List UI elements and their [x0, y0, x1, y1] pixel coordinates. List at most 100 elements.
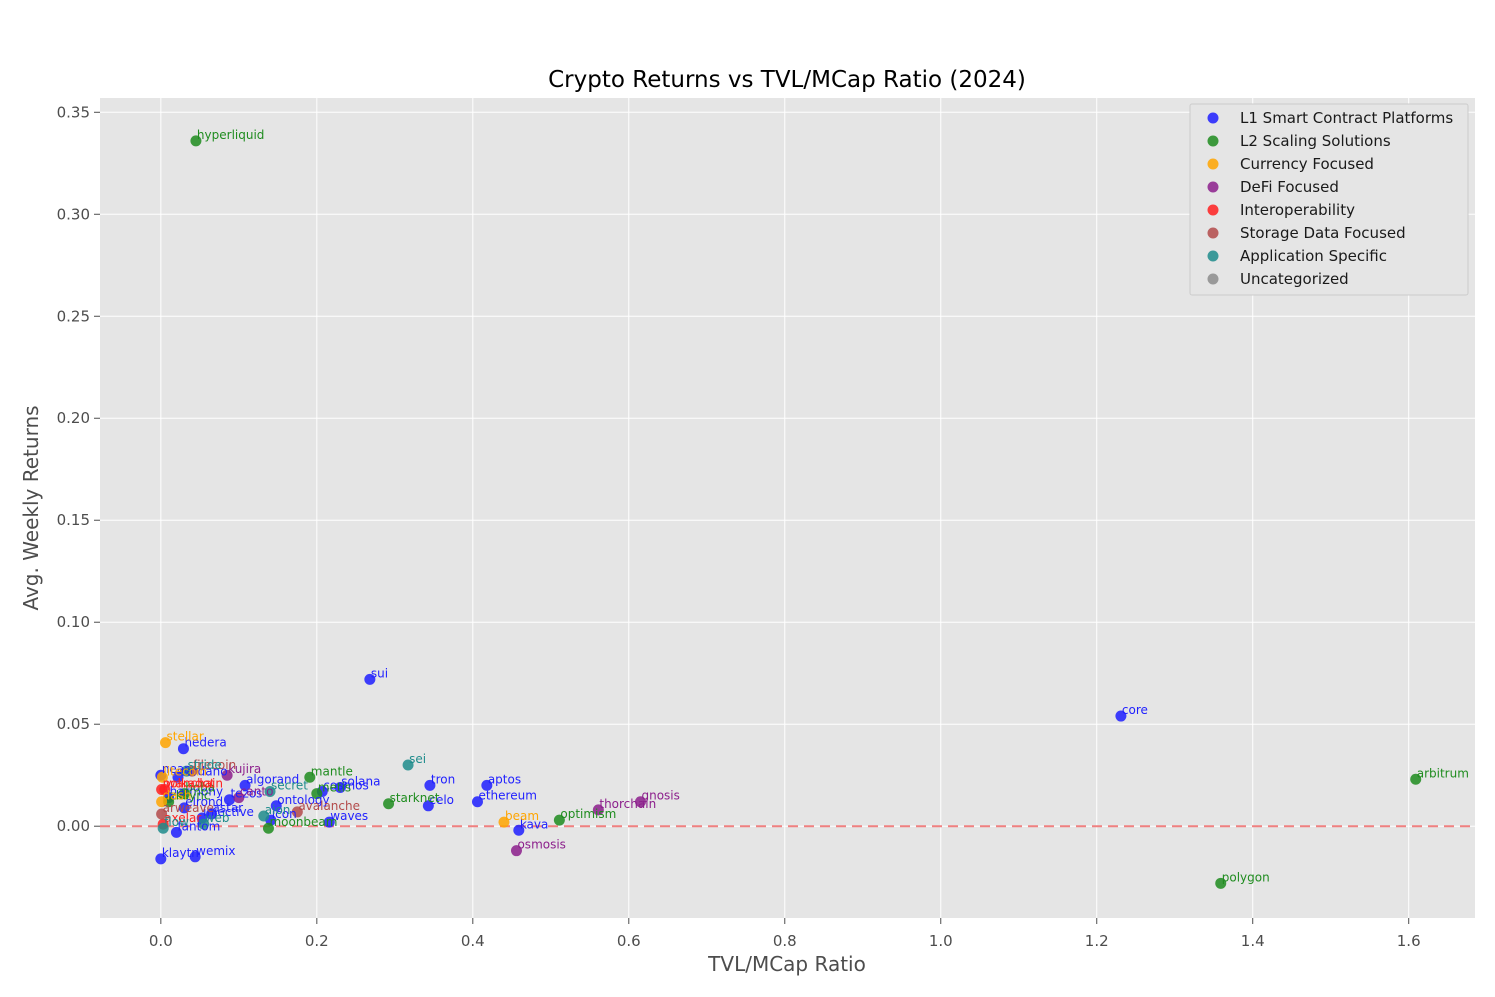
- data-point: [157, 822, 169, 834]
- y-axis-label: Avg. Weekly Returns: [19, 405, 43, 610]
- data-point: [481, 779, 493, 791]
- data-point: [323, 816, 335, 828]
- data-point: [190, 135, 202, 147]
- point-label: litecoin: [163, 764, 207, 778]
- point-label: optimism: [560, 807, 616, 821]
- data-point: [156, 808, 168, 820]
- x-tick-label: 1.4: [1241, 932, 1265, 950]
- point-label: cardano: [179, 764, 228, 778]
- data-point: [364, 673, 376, 685]
- legend-entry: Currency Focused: [1240, 155, 1374, 173]
- x-tick-label: 0.8: [773, 932, 797, 950]
- data-point: [592, 804, 604, 816]
- legend-marker: [1207, 273, 1219, 285]
- data-point: [471, 796, 483, 808]
- legend-entry: DeFi Focused: [1240, 178, 1339, 196]
- data-point: [311, 788, 323, 800]
- legend-marker: [1207, 250, 1219, 262]
- data-point: [160, 737, 172, 749]
- point-label: harmony: [170, 785, 223, 799]
- data-point: [258, 810, 270, 822]
- data-point: [239, 779, 251, 791]
- point-label: web: [205, 811, 230, 825]
- x-tick-label: 1.2: [1085, 932, 1109, 950]
- y-tick-label: 0.20: [57, 409, 90, 427]
- point-label: beam: [505, 809, 539, 823]
- x-tick-label: 0.4: [461, 932, 485, 950]
- data-point: [178, 802, 190, 814]
- legend-marker: [1207, 112, 1219, 124]
- point-label: boba: [185, 781, 215, 795]
- point-label: arweave: [163, 801, 214, 815]
- data-point: [264, 786, 276, 798]
- x-tick-label: 0.0: [149, 932, 173, 950]
- legend-entry: L2 Scaling Solutions: [1240, 132, 1391, 150]
- data-point: [1215, 877, 1227, 889]
- data-point: [513, 824, 525, 836]
- point-label: icon: [272, 807, 297, 821]
- point-label: cosmos: [323, 779, 368, 793]
- data-point: [424, 779, 436, 791]
- data-point: [1115, 710, 1127, 722]
- x-tick-label: 1.0: [929, 932, 953, 950]
- legend-entry: Uncategorized: [1240, 270, 1349, 288]
- data-point: [181, 765, 193, 777]
- x-tick-label: 0.6: [617, 932, 641, 950]
- data-point: [206, 808, 218, 820]
- data-point: [262, 822, 274, 834]
- point-label: algorand: [246, 772, 299, 786]
- data-point: [291, 806, 303, 818]
- point-label: axelar: [164, 811, 201, 825]
- legend-marker: [1207, 227, 1219, 239]
- x-tick-label: 1.6: [1397, 932, 1421, 950]
- point-label: arbitrum: [1417, 766, 1469, 780]
- x-axis-label: TVL/MCap Ratio: [707, 952, 866, 976]
- point-label: tezos: [230, 787, 262, 801]
- legend-entry: Application Specific: [1240, 247, 1387, 265]
- data-point: [221, 769, 233, 781]
- data-point: [422, 800, 434, 812]
- legend-marker: [1207, 204, 1219, 216]
- point-label: elrond: [185, 795, 223, 809]
- data-point: [223, 794, 235, 806]
- legend-marker: [1207, 135, 1219, 147]
- y-tick-label: 0.00: [57, 817, 90, 835]
- y-tick-label: 0.30: [57, 205, 90, 223]
- legend-entry: Interoperability: [1240, 201, 1355, 219]
- data-point: [510, 845, 522, 857]
- data-point: [553, 814, 565, 826]
- legend-entry: L1 Smart Contract Platforms: [1240, 109, 1453, 127]
- data-point: [233, 792, 245, 804]
- point-label: tron: [431, 772, 455, 786]
- axis-ticks: 0.0 0.2 0.4 0.6 0.8 1.0 1.2 1.4 1.6 0.00 0.05 0.10 0…: [57, 103, 1421, 950]
- data-point: [1410, 773, 1422, 785]
- point-label: metis: [318, 781, 351, 795]
- data-point: [178, 788, 190, 800]
- point-label: filecoin: [193, 758, 236, 772]
- point-label: astar: [213, 801, 244, 815]
- legend-entry: Storage Data Focused: [1240, 224, 1406, 242]
- point-label: osmosis: [517, 838, 565, 852]
- point-label: injective: [203, 805, 254, 819]
- point-label: secret: [271, 779, 308, 793]
- point-label: polkadot: [163, 776, 215, 790]
- data-point: [189, 851, 201, 863]
- point-label: moonbeam: [269, 815, 337, 829]
- data-point: [156, 796, 168, 808]
- point-label: fantom: [177, 819, 220, 833]
- point-label: avalanche: [298, 799, 360, 813]
- x-tick-label: 0.2: [305, 932, 329, 950]
- point-label: aptos: [488, 772, 521, 786]
- data-point: [402, 759, 414, 771]
- point-label: mantle: [311, 764, 353, 778]
- legend-frame: [1189, 103, 1469, 296]
- data-point: [159, 783, 171, 795]
- point-label: hyperliquid: [197, 128, 264, 142]
- point-label: stride: [188, 758, 222, 772]
- data-point: [198, 818, 210, 830]
- data-point: [156, 771, 168, 783]
- point-label: near: [162, 762, 189, 776]
- point-label: dash: [163, 789, 192, 803]
